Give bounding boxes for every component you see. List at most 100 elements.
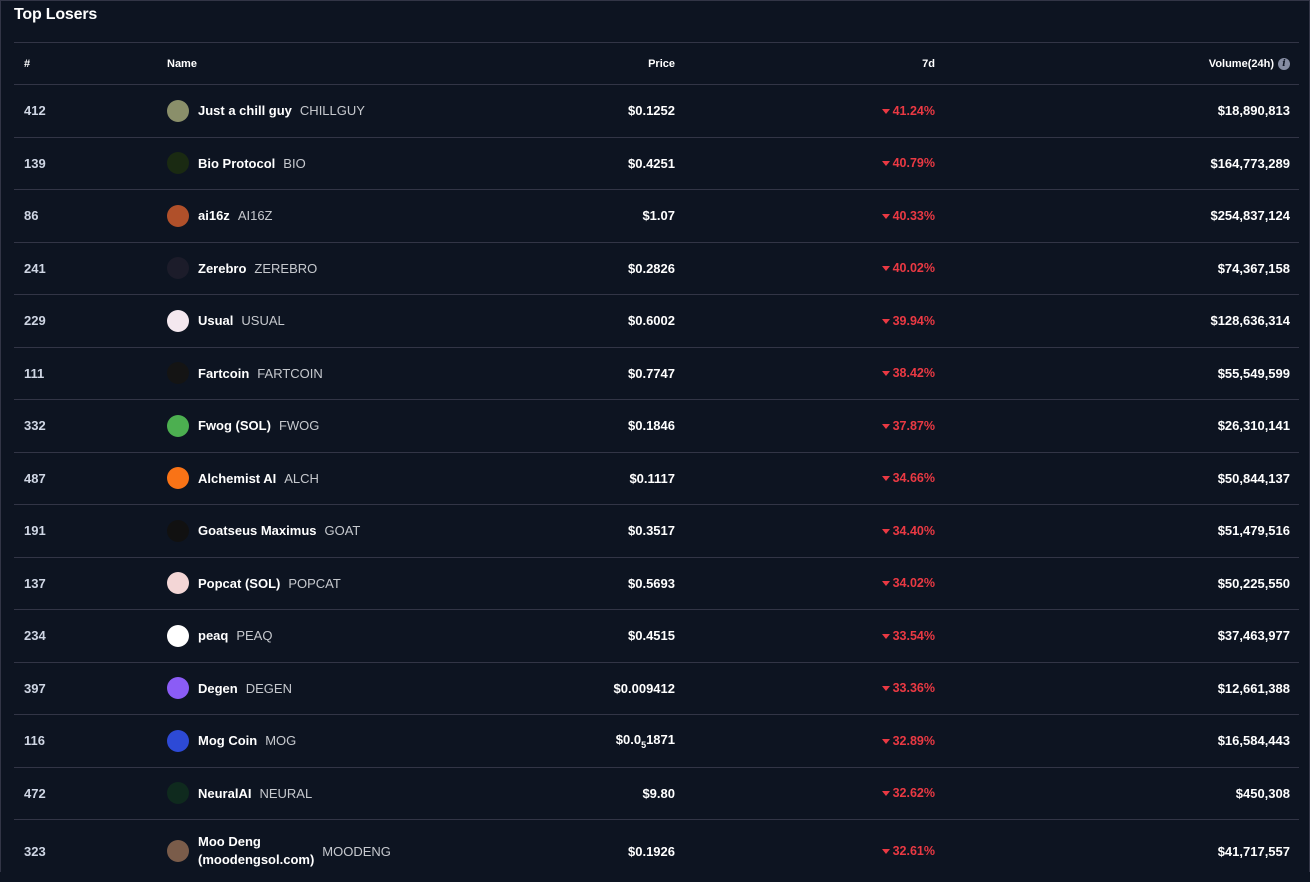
- name-cell[interactable]: peaq PEAQ: [167, 610, 507, 662]
- coin-symbol: PEAQ: [236, 628, 273, 644]
- coin-name[interactable]: Mog Coin: [198, 733, 258, 749]
- name-cell[interactable]: Bio Protocol BIO: [167, 138, 507, 190]
- peaq-icon: [167, 624, 189, 647]
- change-cell: 40.33%: [744, 190, 935, 242]
- price-value: $0.1252: [628, 103, 675, 119]
- name-cell[interactable]: Degen DEGEN: [167, 663, 507, 715]
- price-cell: $0.7747: [484, 348, 675, 400]
- coin-name[interactable]: ai16z: [198, 208, 230, 224]
- name-cell[interactable]: Zerebro ZEREBRO: [167, 243, 507, 295]
- table-row[interactable]: 111 Fartcoin FARTCOIN $0.7747 38.42% $55…: [14, 348, 1299, 400]
- volume-cell: $26,310,141: [1217, 418, 1290, 434]
- header-volume[interactable]: Volume(24h) i: [1014, 43, 1290, 85]
- name-cell[interactable]: Fwog (SOL) FWOG: [167, 400, 507, 452]
- coin-name[interactable]: Zerebro: [198, 260, 247, 276]
- table-row[interactable]: 241 Zerebro ZEREBRO $0.2826 40.02% $74,3…: [14, 243, 1299, 295]
- rank-cell: 111: [24, 365, 45, 381]
- coin-symbol: FWOG: [278, 418, 320, 434]
- table-row[interactable]: 139 Bio Protocol BIO $0.4251 40.79% $164…: [14, 138, 1299, 190]
- table-row[interactable]: 229 Usual USUAL $0.6002 39.94% $128,636,…: [14, 295, 1299, 348]
- change-cell: 33.36%: [744, 663, 935, 715]
- caret-down-icon: [881, 161, 890, 167]
- name-cell[interactable]: Alchemist AI ALCH: [167, 453, 507, 505]
- price-cell: $0.1926: [484, 820, 675, 882]
- price-cell: $0.3517: [484, 505, 675, 557]
- name-cell[interactable]: NeuralAI NEURAL: [167, 768, 507, 820]
- name-cell[interactable]: Usual USUAL: [167, 295, 507, 347]
- caret-down-icon: [881, 266, 890, 272]
- zerebro-icon: [167, 257, 189, 280]
- rank-cell: 487: [24, 470, 46, 486]
- coin-name[interactable]: Just a chill guy: [198, 103, 292, 119]
- coin-name[interactable]: Goatseus Maximus: [198, 523, 317, 539]
- header-rank[interactable]: #: [24, 57, 31, 70]
- price-value: $0.4251: [628, 155, 675, 171]
- table-row[interactable]: 86 ai16z AI16Z $1.07 40.33% $254,837,124: [14, 190, 1299, 243]
- volume-cell: $50,844,137: [1217, 470, 1290, 486]
- name-cell[interactable]: Goatseus Maximus GOAT: [167, 505, 507, 557]
- bio-icon: [167, 152, 189, 175]
- change-cell: 39.94%: [744, 295, 935, 347]
- coin-name[interactable]: Moo Deng (moodengsol.com): [198, 834, 315, 867]
- coin-name[interactable]: NeuralAI: [198, 785, 252, 801]
- caret-down-icon: [881, 849, 890, 854]
- rank-cell: 397: [24, 680, 46, 696]
- coin-symbol: AI16Z: [237, 208, 273, 224]
- change-cell: 40.79%: [744, 138, 935, 190]
- table-row[interactable]: 234 peaq PEAQ $0.4515 33.54% $37,463,977: [14, 610, 1299, 663]
- rank-cell: 139: [24, 155, 46, 171]
- table-row[interactable]: 116 Mog Coin MOG $0.051871 32.89% $16,58…: [14, 715, 1299, 768]
- table-row[interactable]: 487 Alchemist AI ALCH $0.1117 34.66% $50…: [14, 453, 1299, 505]
- change-cell: 37.87%: [744, 400, 935, 452]
- coin-name[interactable]: Usual: [198, 313, 234, 329]
- caret-down-icon: [881, 581, 890, 587]
- volume-cell: $254,837,124: [1210, 208, 1290, 224]
- table-row[interactable]: 332 Fwog (SOL) FWOG $0.1846 37.87% $26,3…: [14, 400, 1299, 453]
- coin-name[interactable]: Popcat (SOL): [198, 575, 281, 591]
- coin-symbol: FARTCOIN: [257, 365, 323, 381]
- name-cell[interactable]: Moo Deng (moodengsol.com) MOODENG: [167, 820, 507, 882]
- coin-name[interactable]: peaq: [198, 628, 229, 644]
- volume-cell: $12,661,388: [1217, 680, 1290, 696]
- coin-name[interactable]: Alchemist AI: [198, 470, 277, 486]
- rank-cell: 191: [24, 523, 46, 539]
- volume-cell: $51,479,516: [1217, 523, 1290, 539]
- name-cell[interactable]: ai16z AI16Z: [167, 190, 507, 242]
- table-row[interactable]: 191 Goatseus Maximus GOAT $0.3517 34.40%…: [14, 505, 1299, 558]
- name-cell[interactable]: Fartcoin FARTCOIN: [167, 348, 507, 400]
- rank-cell: 323: [24, 843, 46, 859]
- table-row[interactable]: 472 NeuralAI NEURAL $9.80 32.62% $450,30…: [14, 768, 1299, 820]
- coin-name[interactable]: Fwog (SOL): [198, 418, 271, 434]
- header-7d[interactable]: 7d: [922, 58, 935, 70]
- name-cell[interactable]: Popcat (SOL) POPCAT: [167, 558, 507, 610]
- coin-name[interactable]: Fartcoin: [198, 365, 250, 381]
- caret-down-icon: [881, 791, 890, 797]
- price-value: $1.07: [642, 208, 675, 224]
- info-icon[interactable]: i: [1278, 58, 1290, 70]
- neural-icon: [167, 782, 189, 805]
- table-row[interactable]: 323 Moo Deng (moodengsol.com) MOODENG $0…: [14, 820, 1299, 882]
- change-value: 39.94%: [892, 313, 935, 328]
- price-cell: $0.2826: [484, 243, 675, 295]
- rank-cell: 137: [24, 575, 46, 591]
- coin-symbol: DEGEN: [245, 680, 292, 696]
- change-cell: 34.02%: [744, 558, 935, 610]
- coin-symbol: BIO: [283, 155, 306, 171]
- coin-name[interactable]: Degen: [198, 680, 238, 696]
- table-header: # Name Price 7d Volume(24h) i: [14, 42, 1299, 85]
- price-value: $0.009412: [613, 680, 675, 696]
- coin-name[interactable]: Bio Protocol: [198, 155, 276, 171]
- caret-down-icon: [881, 318, 890, 324]
- change-value: 33.36%: [892, 681, 935, 696]
- price-value: $0.4515: [628, 628, 675, 644]
- table-row[interactable]: 412 Just a chill guy CHILLGUY $0.1252 41…: [14, 85, 1299, 138]
- name-cell[interactable]: Just a chill guy CHILLGUY: [167, 85, 507, 137]
- table-row[interactable]: 137 Popcat (SOL) POPCAT $0.5693 34.02% $…: [14, 558, 1299, 610]
- price-cell: $0.4515: [484, 610, 675, 662]
- price-value: $0.2826: [628, 260, 675, 276]
- header-name[interactable]: Name: [167, 57, 197, 70]
- table-row[interactable]: 397 Degen DEGEN $0.009412 33.36% $12,661…: [14, 663, 1299, 715]
- name-cell[interactable]: Mog Coin MOG: [167, 715, 507, 767]
- coin-symbol: USUAL: [241, 313, 285, 329]
- header-price[interactable]: Price: [648, 58, 675, 70]
